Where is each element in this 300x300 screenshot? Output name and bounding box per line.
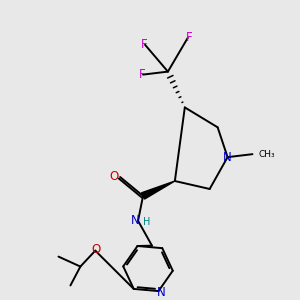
Text: O: O	[92, 243, 101, 256]
Text: CH₃: CH₃	[258, 150, 275, 159]
Text: F: F	[185, 31, 192, 44]
Text: F: F	[139, 68, 145, 81]
Polygon shape	[142, 181, 175, 199]
Text: H: H	[143, 217, 150, 227]
Text: N: N	[131, 214, 140, 227]
Text: O: O	[110, 169, 119, 182]
Text: N: N	[157, 286, 166, 298]
Text: N: N	[223, 151, 232, 164]
Text: F: F	[141, 38, 147, 51]
